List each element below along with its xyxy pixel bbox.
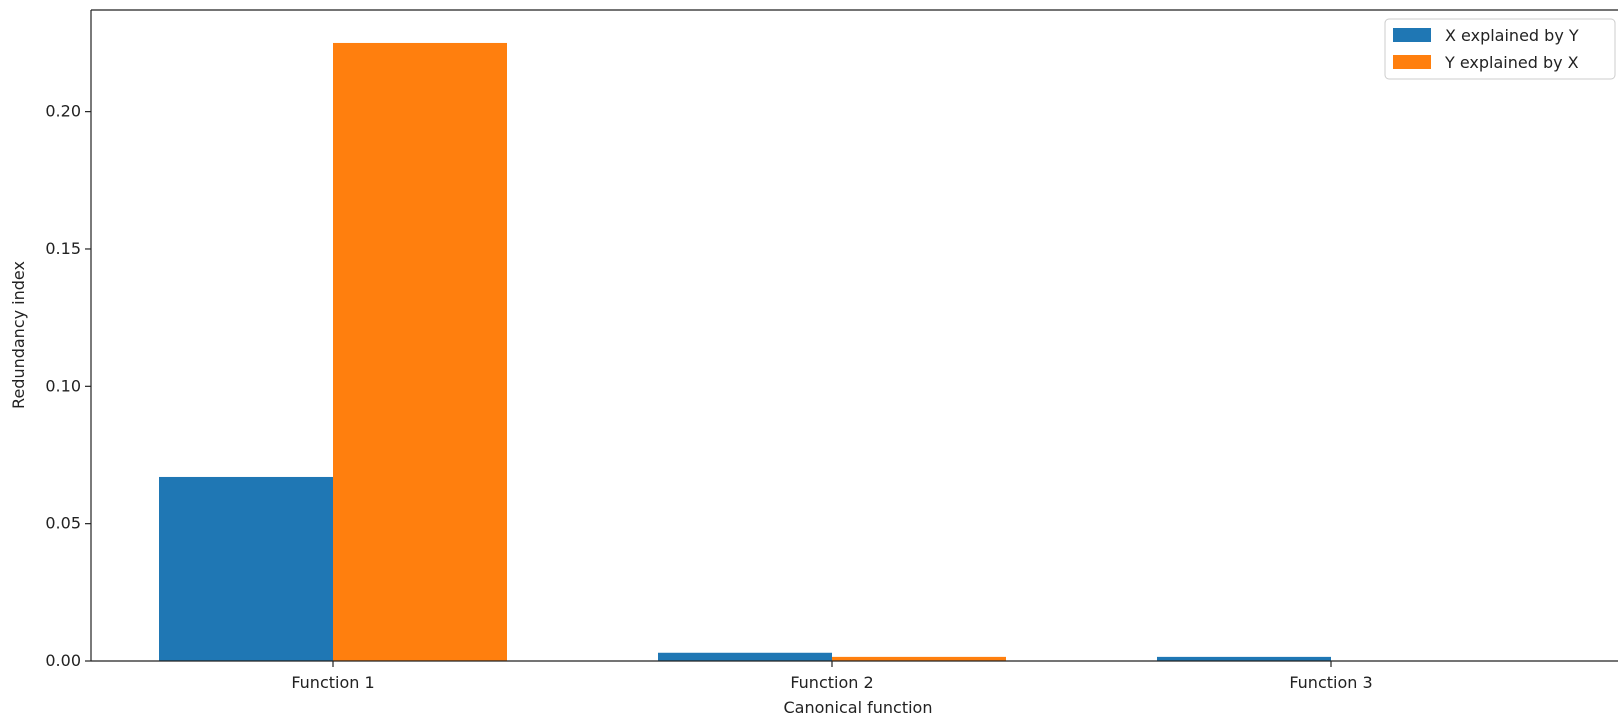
legend-swatch-y-explained-by-x: [1393, 55, 1431, 69]
bar-x-explained-by-y-function-1: [159, 476, 333, 661]
bar-y-explained-by-x-function-2: [832, 656, 1006, 661]
bar-x-explained-by-y-function-2: [658, 652, 832, 661]
legend: X explained by Y Y explained by X: [1384, 18, 1616, 80]
bar-x-explained-by-y-function-3: [1157, 656, 1331, 661]
legend-box: [1384, 18, 1616, 80]
x-tick-label-function-2: Function 2: [790, 673, 873, 692]
y-axis-ticks: 0.00 0.05 0.10 0.15 0.20: [45, 102, 91, 670]
legend-label-x-explained-by-y: X explained by Y: [1445, 26, 1579, 45]
bar-y-explained-by-x-function-1: [333, 42, 507, 661]
y-tick-label: 0.10: [45, 376, 81, 395]
legend-swatch-x-explained-by-y: [1393, 28, 1431, 42]
y-tick-label: 0.15: [45, 239, 81, 258]
x-axis-ticks: Function 1 Function 2 Function 3: [291, 661, 1373, 692]
y-tick-label: 0.00: [45, 651, 81, 670]
legend-label-y-explained-by-x: Y explained by X: [1444, 53, 1579, 72]
axes-frame: [90, 9, 1618, 662]
x-tick-label-function-1: Function 1: [291, 673, 374, 692]
x-tick-label-function-3: Function 3: [1289, 673, 1372, 692]
y-axis-title: Redundancy index: [9, 261, 28, 409]
y-tick-label: 0.20: [45, 102, 81, 121]
bars-layer: [159, 42, 1331, 661]
y-tick-label: 0.05: [45, 514, 81, 533]
x-axis-title: Canonical function: [784, 698, 933, 717]
